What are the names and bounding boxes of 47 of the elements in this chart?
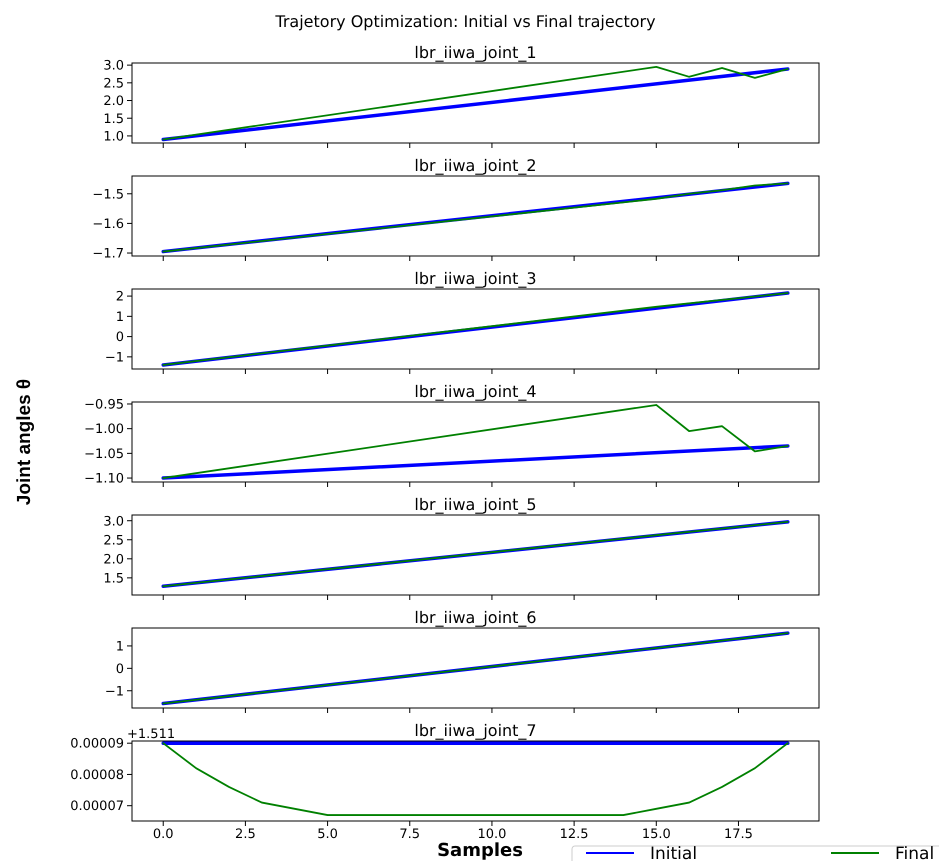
x-tick-label: 12.5 [560, 827, 589, 842]
y-tick-label: −1 [104, 350, 124, 366]
y-tick-label: 2.5 [103, 533, 124, 548]
y-tick-label: −1.10 [84, 472, 124, 487]
x-tick-label: 17.5 [724, 827, 753, 842]
y-tick-label: 1.0 [103, 129, 124, 144]
chart-title: lbr_iiwa_joint_2 [414, 156, 537, 175]
y-tick-label: 0 [116, 662, 124, 677]
annotation: +1.511 [127, 727, 176, 742]
y-tick-label: 0 [116, 330, 124, 346]
chart-title: lbr_iiwa_joint_1 [414, 43, 537, 62]
y-tick-label: 0.00009 [70, 736, 124, 752]
chart-title: lbr_iiwa_joint_7 [414, 721, 537, 740]
x-tick-label: 5.0 [317, 827, 338, 842]
y-tick-label: −1.7 [92, 246, 124, 262]
x-tick-label: 15.0 [642, 827, 671, 842]
x-tick-label: 0.0 [152, 827, 174, 842]
y-tick-label: −1.6 [92, 216, 124, 232]
y-tick-label: 3.0 [103, 514, 124, 530]
chart-title: lbr_iiwa_joint_5 [414, 495, 537, 514]
legend-label: Initial [650, 844, 698, 861]
chart-title: lbr_iiwa_joint_6 [414, 608, 537, 627]
y-axis-title: Joint angles θ [14, 378, 35, 506]
x-tick-label: 2.5 [235, 827, 256, 842]
y-tick-label: 0.00007 [70, 799, 124, 814]
y-tick-label: 2.5 [103, 76, 124, 92]
x-axis-title: Samples [437, 840, 523, 861]
y-tick-label: −0.95 [84, 398, 124, 413]
x-tick-label: 10.0 [477, 827, 506, 842]
y-tick-label: 1.5 [103, 112, 124, 127]
y-tick-label: 0.00008 [70, 768, 124, 783]
y-tick-label: 1 [116, 639, 124, 654]
y-tick-label: 2.0 [103, 94, 124, 110]
y-tick-label: 1 [116, 310, 124, 325]
y-tick-label: 2 [116, 290, 124, 305]
y-tick-label: 2.0 [103, 552, 124, 568]
y-tick-label: −1.5 [92, 187, 124, 202]
y-tick-label: 3.0 [103, 58, 124, 74]
y-tick-label: −1 [104, 684, 124, 700]
legend-label: Final [895, 844, 934, 861]
text: Trajetory Optimization: Initial vs Final trajectory [274, 12, 656, 31]
chart-title: lbr_iiwa_joint_4 [414, 382, 537, 401]
y-tick-label: −1.00 [84, 422, 124, 438]
x-tick-label: 7.5 [399, 827, 420, 842]
y-tick-label: −1.05 [84, 446, 124, 462]
chart-title: lbr_iiwa_joint_3 [414, 269, 537, 288]
y-tick-label: 1.5 [103, 571, 124, 586]
